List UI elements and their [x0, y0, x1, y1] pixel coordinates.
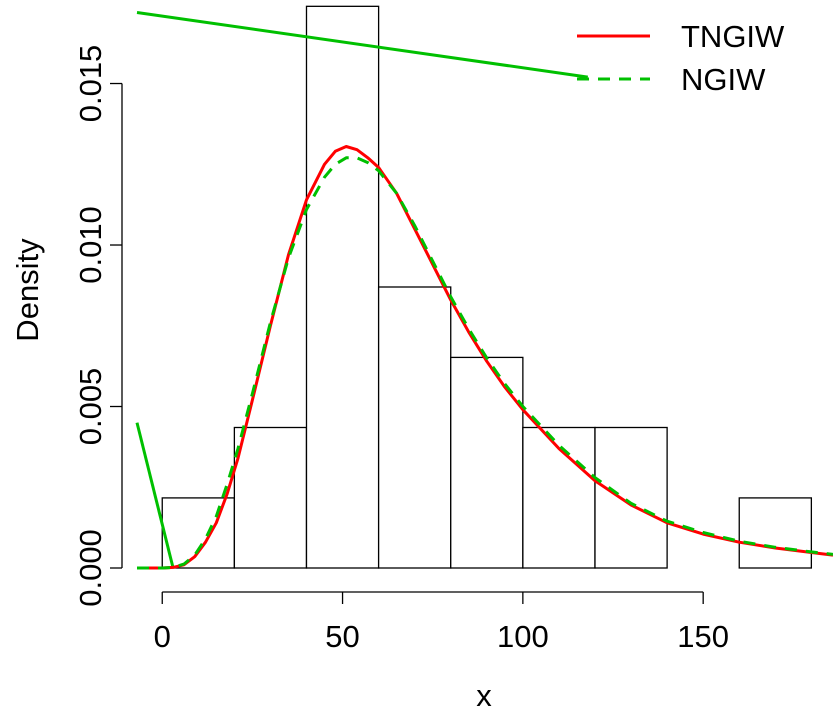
x-tick-label: 0: [154, 619, 171, 654]
x-tick-label: 100: [497, 619, 549, 654]
reference-line-0: [135, 422, 175, 569]
histogram-bar-1: [233, 426, 308, 569]
density-curves: [135, 11, 833, 570]
histogram-bar-5: [522, 426, 596, 569]
x-axis-title: x: [476, 678, 492, 713]
legend-label-tngiw: TNGIW: [681, 19, 785, 54]
axes: 0 50 100 150 0.000 0.005 0.010 0.015: [73, 45, 729, 654]
histogram-bar-8: [738, 497, 813, 569]
histogram-bar-0: [161, 497, 236, 569]
legend: TNGIW NGIW: [577, 19, 785, 97]
y-axis-title: Density: [10, 238, 45, 342]
histogram-bar-2: [305, 5, 380, 569]
y-tick-label: 0.005: [73, 368, 108, 446]
y-tick-label: 0.010: [73, 206, 108, 284]
histogram-bar-4: [450, 356, 524, 569]
x-tick-label: 50: [325, 619, 359, 654]
y-tick-label: 0.000: [73, 529, 108, 607]
histogram-bar-3: [377, 286, 452, 569]
reference-line-1: [136, 11, 589, 79]
histogram-bars: [161, 5, 813, 569]
x-tick-label: 150: [677, 619, 729, 654]
legend-label-ngiw: NGIW: [681, 62, 766, 97]
y-tick-label: 0.015: [73, 45, 108, 123]
series-line-tngiw: [137, 145, 833, 570]
histogram-bar-6: [594, 426, 668, 569]
